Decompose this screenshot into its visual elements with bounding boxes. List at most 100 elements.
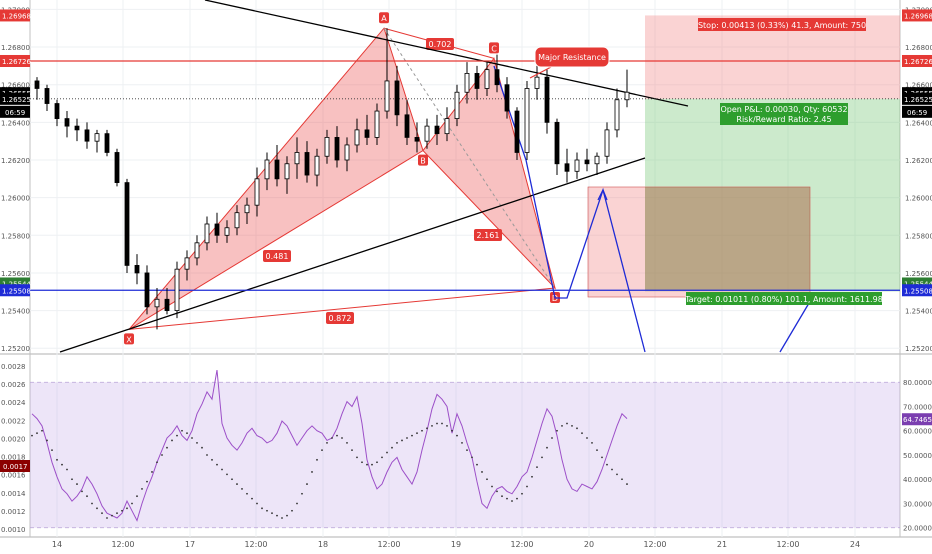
- osc-dot: [356, 456, 358, 459]
- osc-dot: [346, 441, 348, 444]
- osc-dot: [566, 422, 568, 425]
- price-marker-left-label: 1.26968: [2, 12, 31, 20]
- pattern-point-badge: [489, 42, 499, 54]
- candle: [394, 80, 400, 116]
- price-tick-label: 1.25600: [905, 270, 932, 278]
- osc-dot: [461, 441, 463, 444]
- price-marker-right: [902, 54, 932, 67]
- candle: [114, 152, 120, 183]
- osc-left-tick: 0.0010: [1, 526, 26, 534]
- price-marker-left: [0, 284, 30, 297]
- osc-dot: [236, 483, 238, 485]
- pattern-point-label: C: [491, 44, 497, 53]
- candle: [524, 88, 530, 153]
- osc-dot: [161, 454, 163, 456]
- osc-dot: [576, 427, 578, 430]
- price-marker-left: [0, 92, 30, 105]
- osc-dot: [296, 502, 298, 505]
- osc-dot: [316, 458, 318, 461]
- osc-dot: [31, 434, 33, 437]
- osc-dot: [166, 446, 168, 449]
- pnl-label-bg: [720, 103, 848, 125]
- osc-dot: [401, 439, 403, 442]
- prz-zone: [587, 186, 811, 298]
- candle: [64, 118, 70, 127]
- osc-right-tick: 40.0000: [903, 476, 932, 484]
- candle: [614, 99, 620, 131]
- pattern-point-badge: [124, 333, 134, 345]
- osc-band: [30, 382, 900, 528]
- osc-dot: [551, 437, 553, 439]
- osc-left-tick: 0.0022: [1, 417, 26, 425]
- price-tick-label: 1.25400: [905, 308, 932, 316]
- candle: [164, 298, 170, 311]
- candle: [584, 159, 590, 165]
- ratio-badge: [263, 250, 291, 262]
- pattern-point-label: A: [381, 14, 387, 23]
- price-tick-label: 1.25200: [905, 345, 932, 353]
- price-marker-right-label: 1.26968: [904, 12, 932, 20]
- osc-dot: [156, 461, 158, 464]
- osc-dot: [146, 480, 148, 483]
- time-tick-label: 24: [850, 540, 860, 549]
- time-tick-label: 12:00: [244, 540, 267, 549]
- candle: [224, 227, 230, 236]
- candle: [574, 159, 580, 172]
- osc-left-tick: 0.0028: [1, 363, 26, 371]
- osc-right-tick: 60.0000: [903, 428, 932, 436]
- osc-dot: [411, 434, 413, 437]
- xd-line: [128, 287, 556, 330]
- osc-dot: [336, 434, 338, 437]
- osc-right-tick: 80.0000: [903, 379, 932, 387]
- osc-dot: [406, 437, 408, 439]
- osc-dot: [96, 507, 98, 510]
- countdown-label: 06:59: [907, 109, 927, 117]
- ratio-badge: [326, 312, 354, 324]
- candle: [234, 212, 240, 229]
- price-tick-label-left: 1.26600: [1, 82, 30, 90]
- time-tick-label: 12:00: [643, 540, 666, 549]
- price-marker-left-label: 1.26525: [2, 96, 31, 104]
- osc-dot: [151, 471, 153, 473]
- candle: [214, 223, 220, 236]
- stop-label-bg: [698, 18, 866, 31]
- osc-left-marker-label: 0.0017: [3, 463, 28, 471]
- osc-dot: [216, 463, 218, 466]
- osc-dot: [246, 492, 248, 495]
- ratio-badge: [426, 38, 454, 50]
- price-tick-label: 1.26200: [905, 157, 932, 165]
- osc-left-tick: 0.0020: [1, 435, 26, 443]
- osc-dot: [351, 449, 353, 452]
- candle: [144, 272, 150, 308]
- candle: [134, 265, 140, 274]
- osc-dot: [446, 424, 448, 427]
- time-tick-label: 17: [185, 540, 195, 549]
- candle: [84, 129, 90, 142]
- osc-dot: [46, 439, 48, 442]
- candle: [354, 129, 360, 146]
- price-tick-label: 1.26400: [905, 119, 932, 127]
- osc-dot: [606, 463, 608, 466]
- osc-dot: [571, 424, 573, 427]
- time-tick-label: 14: [52, 540, 62, 549]
- osc-dot: [431, 424, 433, 427]
- countdown-badge: [902, 105, 932, 118]
- candle: [44, 88, 50, 104]
- osc-dot: [531, 475, 533, 478]
- price-marker-right-label: 1.26726: [904, 58, 932, 66]
- osc-dot: [451, 429, 453, 432]
- osc-dot: [91, 502, 93, 505]
- time-tick-label: 18: [318, 540, 328, 549]
- price-tick-label-left: 1.26000: [1, 195, 30, 203]
- target-label: Target: 0.01011 (0.80%) 101.1, Amount: 1…: [684, 295, 883, 304]
- osc-right-marker: [902, 413, 932, 426]
- osc-left-tick: 0.0026: [1, 381, 26, 389]
- callout-text: Major Resistance: [538, 53, 606, 62]
- candle: [374, 110, 380, 138]
- pattern-point-x: X: [124, 333, 134, 345]
- osc-dot: [511, 500, 513, 502]
- osc-dot: [541, 456, 543, 459]
- time-tick-label: 21: [717, 540, 727, 549]
- osc-dot: [281, 517, 283, 519]
